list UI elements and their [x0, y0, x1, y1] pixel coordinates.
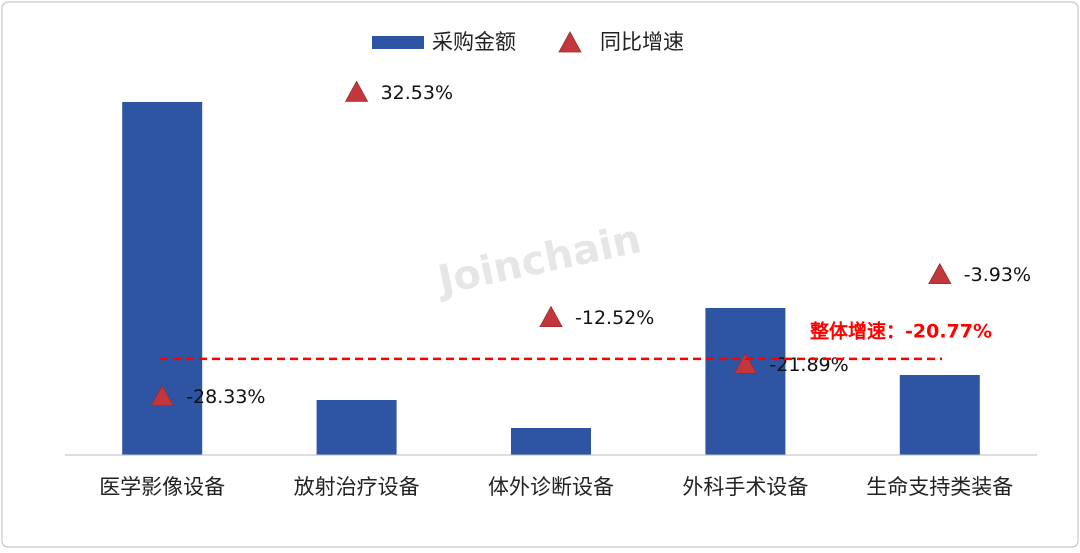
triangle-marker: [344, 80, 369, 102]
legend-swatch: [372, 36, 424, 49]
reference-label: 整体增速：-20.77%: [810, 319, 992, 342]
x-tick-label: 生命支持类装备: [866, 475, 1013, 499]
bar: [705, 308, 786, 455]
legend-swatch: [558, 31, 582, 53]
triangle-marker: [733, 352, 758, 374]
legend-label: 采购金额: [432, 30, 516, 54]
data-label: 32.53%: [381, 82, 453, 104]
legend-label: 同比增速: [600, 30, 684, 54]
data-label: -12.52%: [575, 307, 654, 329]
triangle-marker: [150, 384, 174, 407]
data-label: -21.89%: [769, 354, 848, 376]
x-tick-label: 体外诊断设备: [488, 475, 614, 499]
x-tick-label: 外科手术设备: [682, 475, 808, 499]
triangle-marker: [928, 262, 952, 285]
bar: [899, 375, 980, 455]
triangle-marker: [539, 305, 563, 327]
data-label: -3.93%: [964, 264, 1031, 286]
data-label: -28.33%: [186, 386, 265, 408]
x-tick-label: 放射治疗设备: [294, 475, 420, 499]
bar: [316, 400, 397, 455]
x-tick-label: 医学影像设备: [99, 475, 225, 499]
bar: [511, 428, 591, 455]
